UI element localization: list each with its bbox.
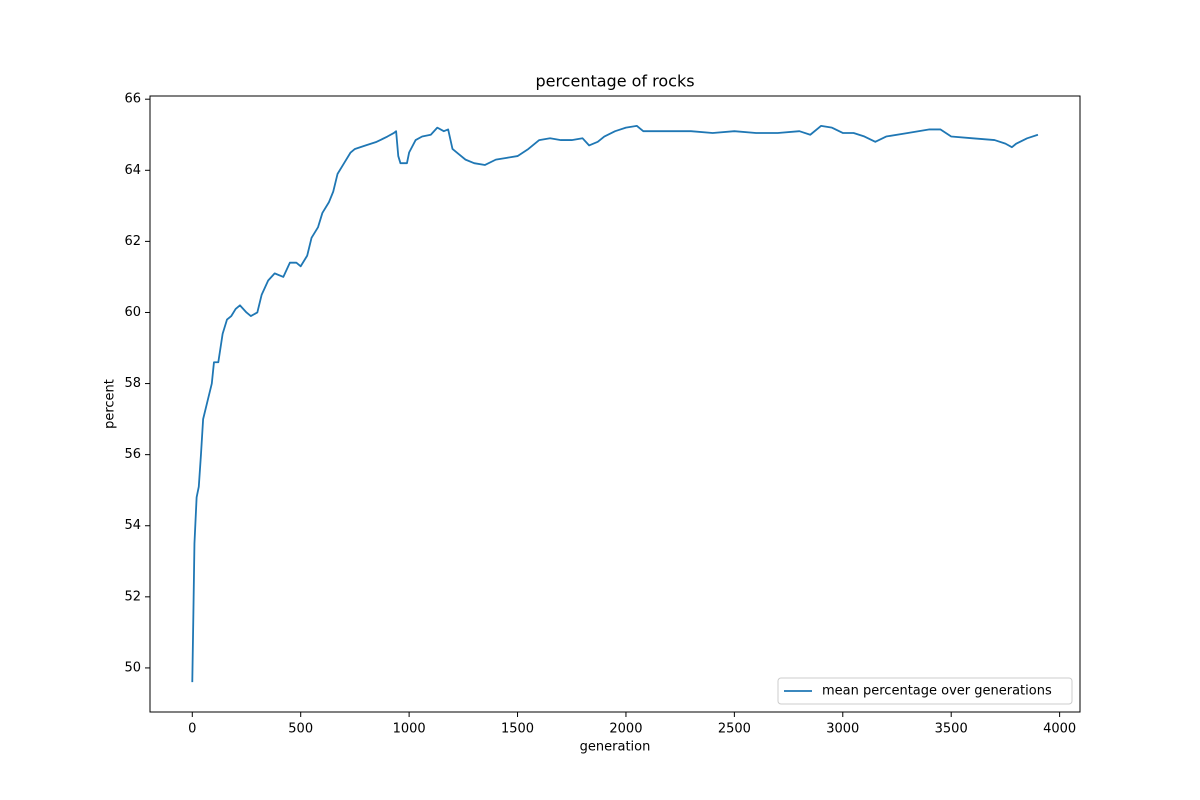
x-tick-label: 1000	[393, 722, 426, 737]
y-tick-label: 52	[124, 589, 141, 604]
x-tick-label: 0	[188, 722, 196, 737]
y-tick-label: 50	[124, 660, 141, 675]
x-tick-label: 3000	[826, 722, 859, 737]
x-tick-label: 500	[288, 722, 313, 737]
y-tick-label: 58	[124, 376, 141, 391]
legend-box	[777, 677, 1073, 705]
x-axis-label: generation	[580, 740, 651, 755]
plot-frame	[149, 95, 1081, 713]
y-tick-label: 64	[124, 163, 141, 178]
x-tick-label: 3500	[935, 722, 968, 737]
chart-title: percentage of rocks	[535, 72, 694, 91]
legend-label: mean percentage over generations	[822, 684, 1052, 699]
data-line	[191, 124, 1039, 683]
y-tick-label: 66	[124, 92, 141, 107]
y-tick-label: 54	[124, 518, 141, 533]
x-tick-label: 1500	[501, 722, 534, 737]
x-tick-label: 2000	[609, 722, 642, 737]
y-axis-label: percent	[103, 379, 118, 429]
y-tick-label: 62	[124, 234, 141, 249]
y-tick-label: 56	[124, 447, 141, 462]
x-tick-label: 4000	[1043, 722, 1076, 737]
y-tick-label: 60	[124, 305, 141, 320]
x-tick-label: 2500	[718, 722, 751, 737]
